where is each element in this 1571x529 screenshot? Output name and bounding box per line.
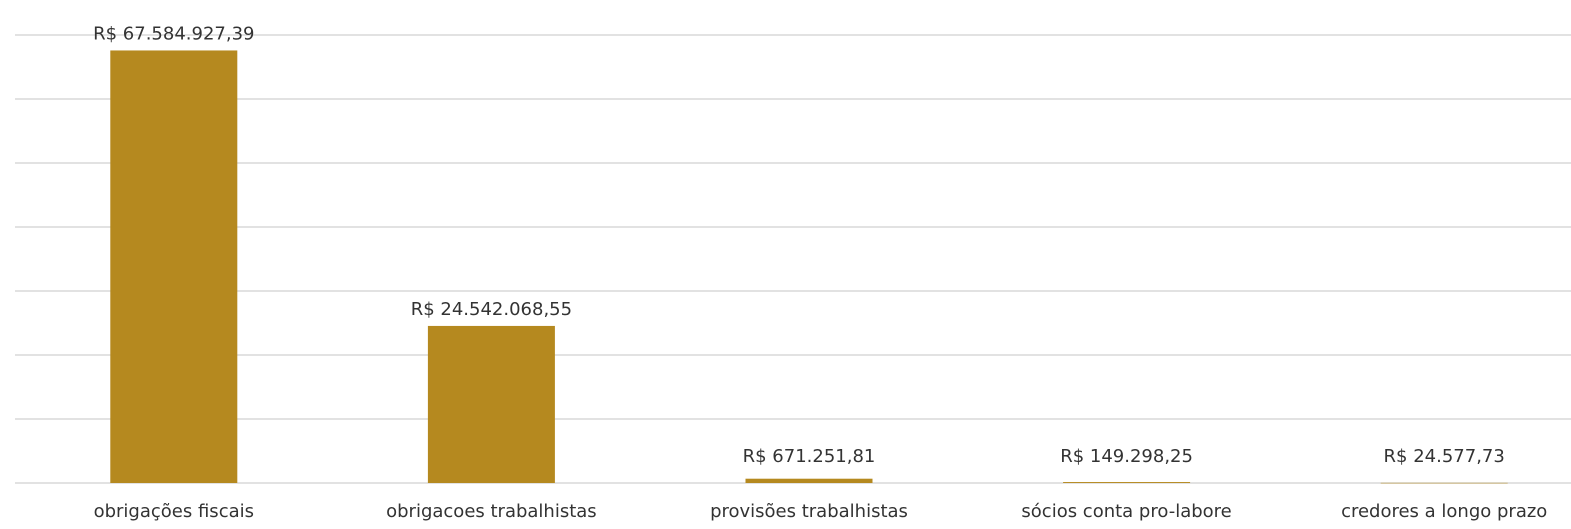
data-label: R$ 24.577,73 — [1384, 446, 1505, 467]
bar — [745, 478, 873, 483]
data-label: R$ 671.251,81 — [743, 446, 876, 467]
x-tick-label: credores a longo prazo — [1341, 501, 1547, 522]
bar — [427, 325, 555, 483]
data-label: R$ 24.542.068,55 — [411, 299, 572, 320]
data-label: R$ 149.298,25 — [1060, 446, 1193, 467]
x-tick-label: obrigações fiscais — [94, 501, 254, 522]
x-tick-label: sócios conta pro-labore — [1021, 501, 1231, 522]
data-label: R$ 67.584.927,39 — [93, 23, 254, 44]
bar — [110, 50, 238, 484]
x-tick-label: obrigacoes trabalhistas — [386, 501, 597, 522]
x-tick-label: provisões trabalhistas — [710, 501, 908, 522]
bar — [1063, 482, 1191, 483]
bar — [1380, 482, 1508, 484]
